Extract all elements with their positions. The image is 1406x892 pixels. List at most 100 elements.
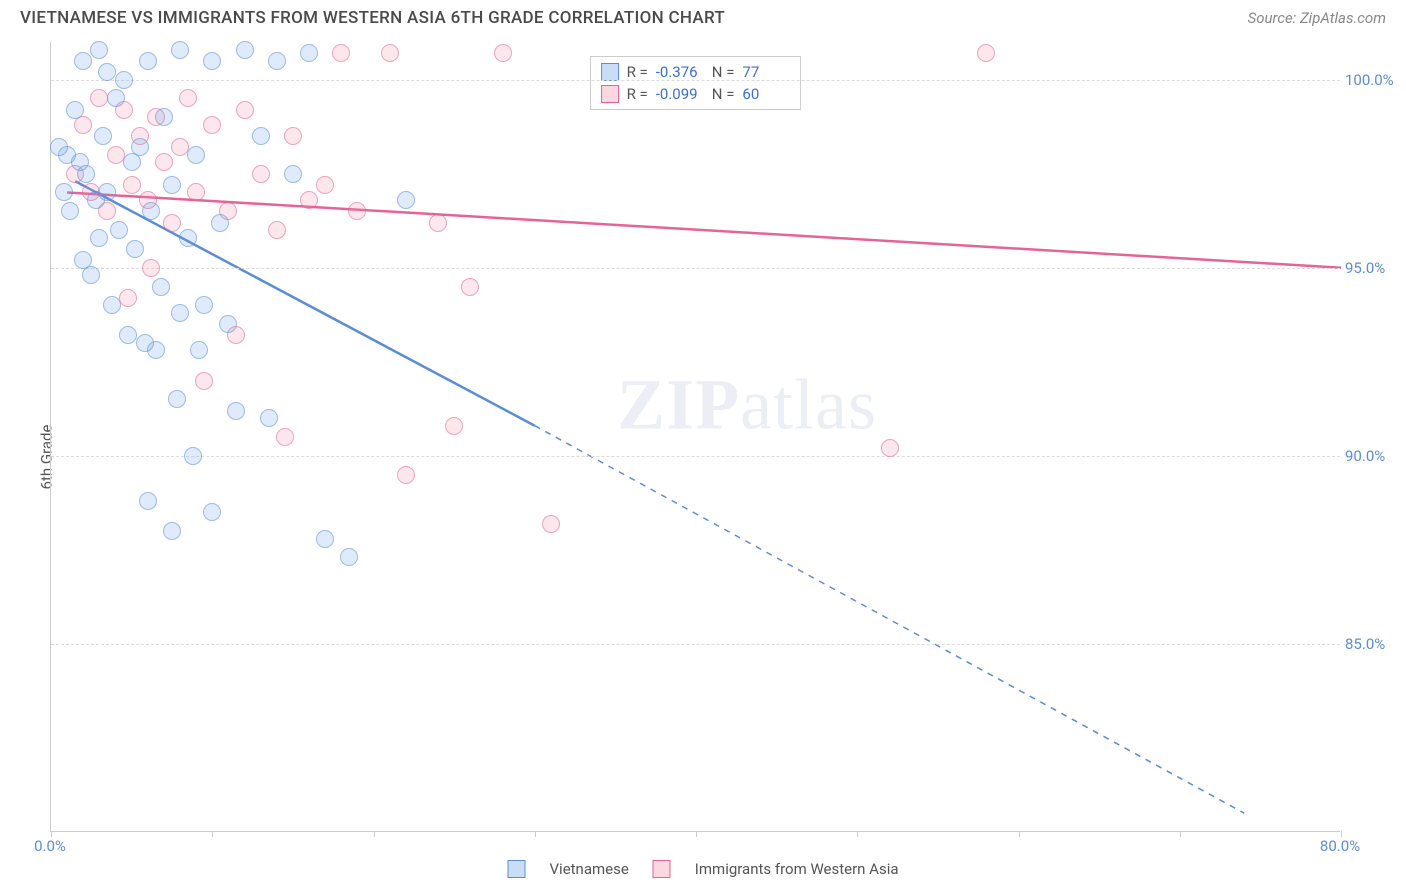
scatter-point-blue bbox=[142, 202, 160, 220]
scatter-point-blue bbox=[103, 296, 121, 314]
scatter-point-pink bbox=[276, 428, 294, 446]
r-label: R = bbox=[627, 63, 648, 81]
scatter-point-blue bbox=[90, 229, 108, 247]
legend-label-blue: Vietnamese bbox=[549, 860, 628, 878]
x-tick bbox=[1180, 831, 1181, 837]
n-value-pink: 60 bbox=[742, 85, 790, 103]
gridline-h bbox=[51, 456, 1340, 457]
bottom-legend: Vietnamese Immigrants from Western Asia bbox=[507, 860, 898, 878]
r-label: R = bbox=[627, 85, 648, 103]
scatter-point-pink bbox=[461, 278, 479, 296]
scatter-point-blue bbox=[171, 304, 189, 322]
scatter-point-blue bbox=[50, 138, 68, 156]
x-tick bbox=[857, 831, 858, 837]
scatter-point-pink bbox=[203, 116, 221, 134]
scatter-point-blue bbox=[98, 63, 116, 81]
y-tick-label: 85.0% bbox=[1345, 635, 1400, 653]
scatter-point-pink bbox=[300, 191, 318, 209]
scatter-point-blue bbox=[316, 530, 334, 548]
chart-title: VIETNAMESE VS IMMIGRANTS FROM WESTERN AS… bbox=[20, 8, 725, 28]
scatter-point-blue bbox=[71, 153, 89, 171]
scatter-point-pink bbox=[119, 289, 137, 307]
x-tick bbox=[1019, 831, 1020, 837]
scatter-point-blue bbox=[340, 548, 358, 566]
scatter-point-pink bbox=[348, 202, 366, 220]
scatter-point-pink bbox=[187, 183, 205, 201]
scatter-point-blue bbox=[211, 214, 229, 232]
scatter-point-blue bbox=[152, 278, 170, 296]
y-tick-label: 95.0% bbox=[1345, 259, 1400, 277]
scatter-point-pink bbox=[397, 466, 415, 484]
x-tick-label: 80.0% bbox=[1320, 837, 1360, 855]
watermark: ZIPatlas bbox=[617, 363, 877, 446]
r-value-blue: -0.376 bbox=[656, 63, 704, 81]
scatter-point-blue bbox=[219, 315, 237, 333]
scatter-point-blue bbox=[74, 52, 92, 70]
scatter-point-blue bbox=[268, 52, 286, 70]
y-tick-label: 90.0% bbox=[1345, 447, 1400, 465]
legend-swatch-pink-icon bbox=[653, 860, 671, 878]
scatter-point-blue bbox=[203, 52, 221, 70]
scatter-point-blue bbox=[203, 503, 221, 521]
x-tick bbox=[212, 831, 213, 837]
scatter-point-blue bbox=[236, 41, 254, 59]
scatter-point-pink bbox=[155, 153, 173, 171]
scatter-point-pink bbox=[268, 221, 286, 239]
scatter-point-blue bbox=[252, 127, 270, 145]
scatter-point-blue bbox=[179, 229, 197, 247]
swatch-blue-icon bbox=[601, 63, 619, 81]
scatter-point-pink bbox=[163, 214, 181, 232]
legend-label-pink: Immigrants from Western Asia bbox=[695, 860, 899, 878]
scatter-point-blue bbox=[171, 41, 189, 59]
scatter-point-blue bbox=[184, 447, 202, 465]
scatter-point-blue bbox=[115, 71, 133, 89]
scatter-point-blue bbox=[195, 296, 213, 314]
stats-row-pink: R = -0.099 N = 60 bbox=[601, 83, 791, 105]
scatter-point-blue bbox=[110, 221, 128, 239]
scatter-point-pink bbox=[252, 165, 270, 183]
scatter-point-blue bbox=[163, 522, 181, 540]
scatter-point-blue bbox=[139, 52, 157, 70]
scatter-point-blue bbox=[90, 41, 108, 59]
scatter-point-blue bbox=[260, 409, 278, 427]
n-value-blue: 77 bbox=[742, 63, 790, 81]
plot-region: ZIPatlas R = -0.376 N = 77 R = -0.099 N … bbox=[50, 42, 1340, 832]
n-label: N = bbox=[712, 85, 735, 103]
swatch-pink-icon bbox=[601, 85, 619, 103]
gridline-h bbox=[51, 80, 1340, 81]
scatter-point-pink bbox=[142, 259, 160, 277]
scatter-point-pink bbox=[316, 176, 334, 194]
scatter-point-pink bbox=[123, 176, 141, 194]
scatter-point-blue bbox=[61, 202, 79, 220]
scatter-point-blue bbox=[168, 390, 186, 408]
scatter-point-blue bbox=[155, 108, 173, 126]
y-tick-label: 100.0% bbox=[1345, 71, 1400, 89]
scatter-point-blue bbox=[136, 334, 154, 352]
legend-swatch-blue-icon bbox=[507, 860, 525, 878]
n-label: N = bbox=[712, 63, 735, 81]
scatter-point-pink bbox=[494, 44, 512, 62]
scatter-point-pink bbox=[195, 372, 213, 390]
scatter-point-blue bbox=[397, 191, 415, 209]
scatter-point-pink bbox=[542, 515, 560, 533]
scatter-point-pink bbox=[429, 214, 447, 232]
source-label: Source: ZipAtlas.com bbox=[1248, 9, 1386, 27]
scatter-point-pink bbox=[332, 44, 350, 62]
scatter-point-blue bbox=[163, 176, 181, 194]
chart-area: 6th Grade ZIPatlas R = -0.376 N = 77 R =… bbox=[0, 32, 1406, 882]
x-tick bbox=[535, 831, 536, 837]
scatter-point-pink bbox=[881, 439, 899, 457]
scatter-point-blue bbox=[55, 183, 73, 201]
x-tick bbox=[374, 831, 375, 837]
scatter-point-pink bbox=[179, 89, 197, 107]
scatter-point-blue bbox=[74, 251, 92, 269]
scatter-point-blue bbox=[131, 138, 149, 156]
r-value-pink: -0.099 bbox=[656, 85, 704, 103]
x-tick-label: 0.0% bbox=[34, 837, 66, 855]
scatter-point-pink bbox=[445, 417, 463, 435]
scatter-point-pink bbox=[977, 44, 995, 62]
scatter-point-blue bbox=[98, 183, 116, 201]
scatter-point-pink bbox=[236, 101, 254, 119]
scatter-point-blue bbox=[66, 101, 84, 119]
scatter-point-blue bbox=[227, 402, 245, 420]
